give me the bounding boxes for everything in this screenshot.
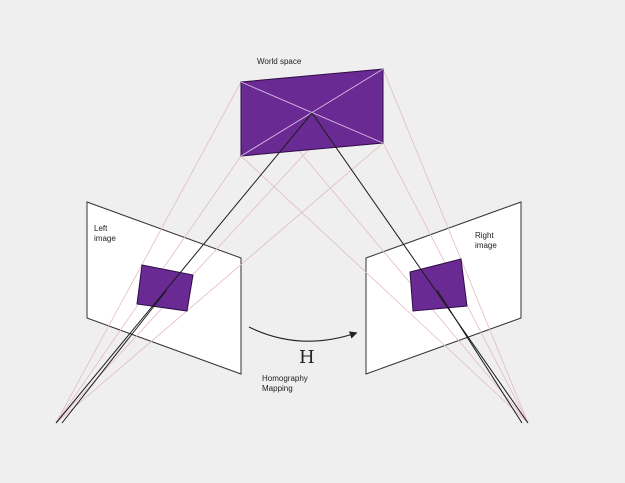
- world-plane-diagonals: [240, 68, 384, 157]
- curved-arrow-right-icon: [248, 326, 358, 342]
- left-image-label-line2: image: [94, 234, 116, 243]
- homography-symbol: H: [299, 347, 315, 368]
- world-space-label: World space: [257, 57, 302, 66]
- homography-label-line2: Mapping: [262, 384, 293, 393]
- homography-label-line1: Homography: [262, 374, 308, 383]
- central-rays: [55, 112, 529, 424]
- right-projected-plane: [409, 258, 468, 312]
- left-projected-plane: [136, 264, 194, 312]
- right-image-label-line1: Right: [475, 231, 494, 240]
- right-image-label-line2: image: [475, 241, 497, 250]
- left-image-label-line1: Left: [94, 224, 108, 233]
